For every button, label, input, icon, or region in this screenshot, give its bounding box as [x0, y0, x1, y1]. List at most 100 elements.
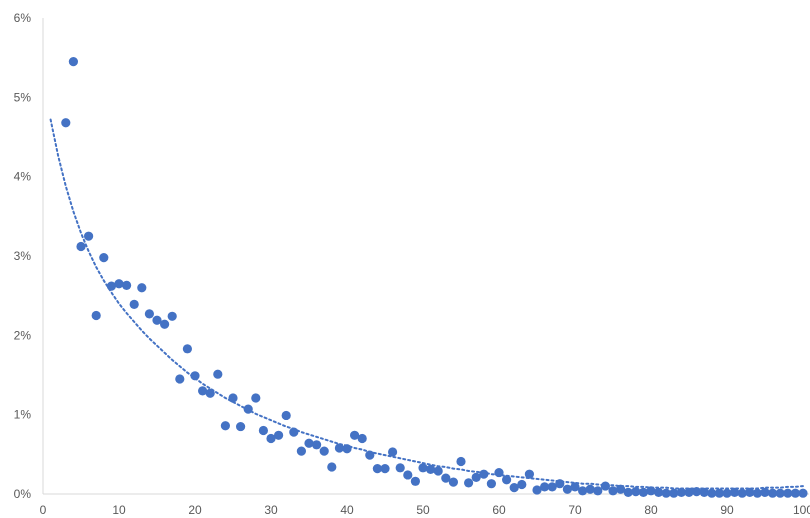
data-point: [471, 472, 481, 482]
data-point: [768, 488, 778, 498]
data-point: [616, 484, 626, 494]
data-point: [61, 118, 71, 128]
data-points: [61, 57, 808, 498]
data-point: [395, 463, 405, 473]
data-point: [448, 477, 458, 487]
y-tick-label: 3%: [14, 249, 32, 263]
data-point: [456, 456, 466, 467]
data-point: [304, 438, 314, 448]
data-point: [205, 388, 215, 398]
data-point: [68, 57, 78, 67]
data-point: [790, 488, 801, 498]
x-tick-label: 30: [264, 503, 278, 517]
data-point: [730, 487, 740, 498]
data-point: [236, 421, 246, 432]
data-point: [433, 466, 443, 476]
data-point: [106, 281, 116, 291]
data-point: [608, 486, 618, 496]
y-axis: 0% 1% 2% 3% 4% 5% 6%: [14, 11, 44, 501]
data-point: [319, 446, 329, 456]
data-point: [684, 487, 694, 498]
data-point: [91, 310, 101, 321]
data-point: [281, 410, 291, 421]
data-point: [152, 315, 162, 325]
data-point: [380, 464, 390, 474]
data-point: [752, 488, 763, 498]
data-point: [350, 430, 360, 440]
data-point: [190, 371, 200, 381]
data-point: [220, 421, 230, 431]
x-tick-label: 80: [644, 503, 658, 517]
y-tick-label: 6%: [14, 11, 32, 25]
data-point: [266, 433, 276, 444]
data-point: [547, 482, 557, 492]
data-point: [365, 450, 375, 460]
data-point: [555, 479, 565, 489]
data-point: [775, 488, 785, 498]
data-point: [646, 486, 656, 496]
data-point: [707, 488, 717, 498]
data-point: [198, 386, 208, 396]
data-point: [760, 487, 770, 498]
data-point: [714, 488, 725, 498]
data-point: [410, 476, 420, 486]
data-point: [585, 484, 595, 494]
y-tick-label: 0%: [14, 487, 32, 501]
data-point: [661, 488, 671, 498]
data-point: [638, 487, 649, 498]
data-point: [798, 488, 808, 498]
data-point: [654, 487, 664, 498]
data-point: [129, 299, 139, 309]
data-point: [258, 425, 268, 436]
data-point: [745, 487, 755, 498]
data-point: [737, 488, 747, 498]
data-point: [312, 440, 322, 450]
y-tick-label: 4%: [14, 170, 32, 184]
data-point: [783, 488, 793, 498]
trendline-group: [49, 118, 804, 490]
data-point: [524, 469, 535, 479]
x-tick-label: 10: [112, 503, 126, 517]
data-point: [274, 430, 284, 440]
x-tick-label: 100: [793, 503, 810, 517]
data-point: [342, 444, 352, 454]
data-point: [722, 488, 732, 498]
data-point: [426, 464, 436, 475]
data-point: [243, 404, 253, 414]
data-point: [122, 280, 132, 290]
data-point: [357, 433, 367, 444]
data-point: [175, 374, 185, 384]
data-point: [669, 488, 679, 498]
data-point: [509, 483, 519, 493]
y-tick-label: 2%: [14, 328, 32, 342]
x-tick-label: 0: [40, 503, 47, 517]
x-axis: 0 10 20 30 40 50 60 70 80 90 100: [40, 493, 810, 517]
data-point: [144, 309, 154, 319]
data-point: [593, 486, 603, 496]
x-tick-label: 60: [492, 503, 506, 517]
data-point: [84, 231, 94, 241]
data-point: [631, 487, 641, 497]
data-point: [441, 473, 451, 483]
data-point: [372, 464, 382, 474]
data-point: [251, 393, 261, 403]
x-tick-label: 70: [568, 503, 582, 517]
data-point: [623, 487, 633, 498]
data-point: [479, 469, 489, 479]
x-tick-label: 20: [188, 503, 202, 517]
data-point: [464, 478, 474, 488]
x-tick-label: 90: [720, 503, 734, 517]
data-point: [403, 470, 413, 480]
data-point: [388, 447, 398, 457]
data-point: [76, 241, 86, 252]
data-point: [167, 311, 177, 321]
data-point: [570, 482, 580, 492]
data-point: [562, 484, 573, 494]
data-point: [137, 283, 147, 293]
data-point: [114, 279, 124, 289]
data-point: [699, 487, 709, 498]
x-tick-label: 40: [340, 503, 354, 517]
data-point: [676, 487, 687, 498]
data-point: [532, 485, 542, 495]
